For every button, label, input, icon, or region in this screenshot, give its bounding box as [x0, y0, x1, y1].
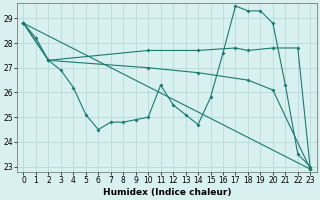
X-axis label: Humidex (Indice chaleur): Humidex (Indice chaleur): [103, 188, 231, 197]
